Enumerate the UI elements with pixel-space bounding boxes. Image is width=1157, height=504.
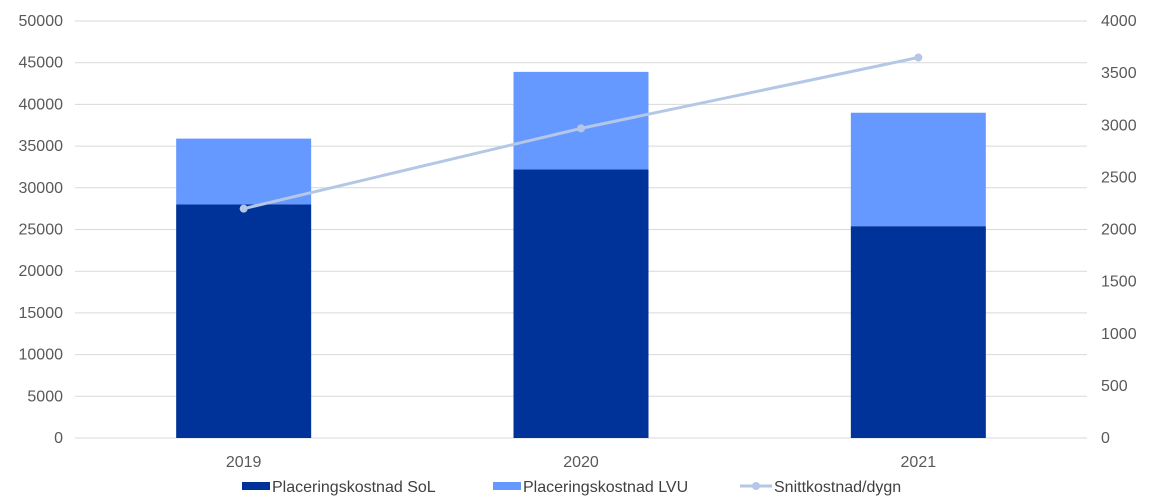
legend-marker	[752, 482, 760, 490]
bar-placeringskostnad-sol-2020	[513, 169, 649, 438]
left-axis-tick-label: 20000	[19, 263, 64, 280]
right-axis-tick-label: 2000	[1101, 222, 1137, 239]
bars	[176, 71, 986, 438]
line-series-point	[914, 53, 923, 62]
right-axis-ticks: 0 500 1000 1500 2000 2500 3000 3500 4000	[1101, 13, 1137, 447]
right-axis-tick-label: 1000	[1101, 326, 1137, 343]
right-axis-tick-label: 4000	[1101, 13, 1137, 30]
left-axis-tick-label: 5000	[27, 388, 63, 405]
bar-placeringskostnad-sol-2021	[850, 226, 986, 438]
left-axis-tick-label: 40000	[19, 96, 64, 113]
x-axis-tick-label: 2021	[901, 454, 937, 471]
legend-swatch	[242, 482, 270, 490]
x-axis-ticks: 2019 2020 2021	[226, 454, 936, 471]
left-axis-tick-label: 0	[54, 430, 63, 447]
left-axis-tick-label: 45000	[19, 55, 64, 72]
left-axis-tick-label: 10000	[19, 347, 64, 364]
right-axis-tick-label: 3500	[1101, 65, 1137, 82]
left-axis-tick-label: 25000	[19, 222, 64, 239]
line-series-point	[577, 124, 585, 133]
x-axis-tick-label: 2020	[563, 454, 599, 471]
left-axis-tick-label: 30000	[19, 180, 64, 197]
bar-placeringskostnad-lvu-2019	[176, 138, 312, 205]
left-axis-tick-label: 50000	[19, 13, 64, 30]
bar-placeringskostnad-lvu-2020	[513, 71, 649, 170]
left-axis-ticks: 0 5000 10000 15000 20000 25000 30000 35000 40000…	[19, 13, 64, 447]
legend-label: Placeringskostnad SoL	[272, 479, 436, 496]
x-axis-tick-label: 2019	[226, 454, 262, 471]
bar-placeringskostnad-sol-2019	[176, 204, 312, 438]
left-axis-tick-label: 15000	[19, 305, 64, 322]
right-axis-tick-label: 1500	[1101, 274, 1137, 291]
legend-label: Snittkostnad/dygn	[774, 479, 901, 496]
left-axis-tick-label: 35000	[19, 138, 64, 155]
legend-label: Placeringskostnad LVU	[523, 479, 688, 496]
right-axis-tick-label: 0	[1101, 430, 1110, 447]
right-axis-tick-label: 3000	[1101, 117, 1137, 134]
legend: Placeringskostnad SoL Placeringskostnad L…	[242, 479, 901, 496]
bar-placeringskostnad-lvu-2021	[850, 112, 986, 227]
legend-swatch	[493, 482, 521, 490]
right-axis-tick-label: 2500	[1101, 169, 1137, 186]
average-cost-line	[239, 53, 923, 213]
line-series-point	[239, 204, 248, 213]
right-axis-tick-label: 500	[1101, 378, 1128, 395]
